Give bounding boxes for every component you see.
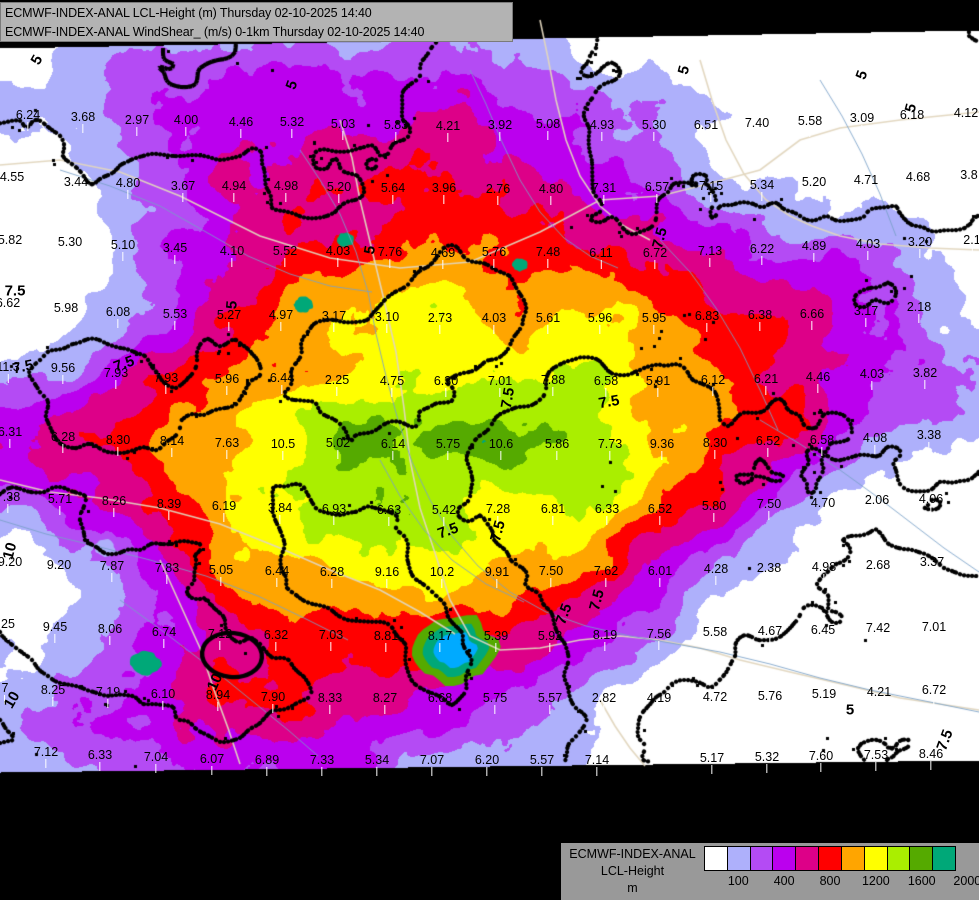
- legend-unit: m: [627, 881, 638, 895]
- title-line-lcl-height: ECMWF-INDEX-ANAL LCL-Height (m) Thursday…: [5, 6, 372, 20]
- colorbar-tick-label: 800: [819, 874, 841, 888]
- colorbar-swatch: [933, 847, 955, 870]
- legend-scale: 100 400 800 1200 1600 2000: [704, 843, 979, 893]
- colorbar-swatch: [887, 847, 911, 870]
- legend-source: ECMWF-INDEX-ANAL: [569, 847, 696, 861]
- legend-caption: ECMWF-INDEX-ANAL LCL-Height m: [561, 843, 704, 897]
- colorbar-swatch: [864, 847, 888, 870]
- title-line-windshear: ECMWF-INDEX-ANAL WindShear_ (m/s) 0-1km …: [5, 25, 425, 39]
- map-title-block: ECMWF-INDEX-ANAL LCL-Height (m) Thursday…: [0, 2, 513, 42]
- colorbar-tick-label: 100: [727, 874, 749, 888]
- colorbar-swatch: [910, 847, 934, 870]
- colorbar-swatch: [705, 847, 728, 870]
- legend-block: ECMWF-INDEX-ANAL LCL-Height m 100 400 800 1…: [561, 843, 979, 900]
- colorbar-tick-label: 400: [773, 874, 795, 888]
- colorbar-swatch: [841, 847, 865, 870]
- colorbar-tick-label: 1200: [861, 874, 890, 888]
- legend-parameter: LCL-Height: [600, 864, 665, 878]
- colorbar-swatch: [727, 847, 751, 870]
- colorbar-swatch: [819, 847, 842, 870]
- colorbar-tick-label: 2000: [953, 874, 979, 888]
- colorbar-tick-labels: 100 400 800 1200 1600 2000: [704, 871, 979, 893]
- colorbar-swatch: [750, 847, 774, 870]
- colorbar-swatch: [796, 847, 820, 870]
- colorbar-tick-label: 1600: [907, 874, 936, 888]
- colorbar: [704, 846, 956, 871]
- colorbar-swatch: [773, 847, 797, 870]
